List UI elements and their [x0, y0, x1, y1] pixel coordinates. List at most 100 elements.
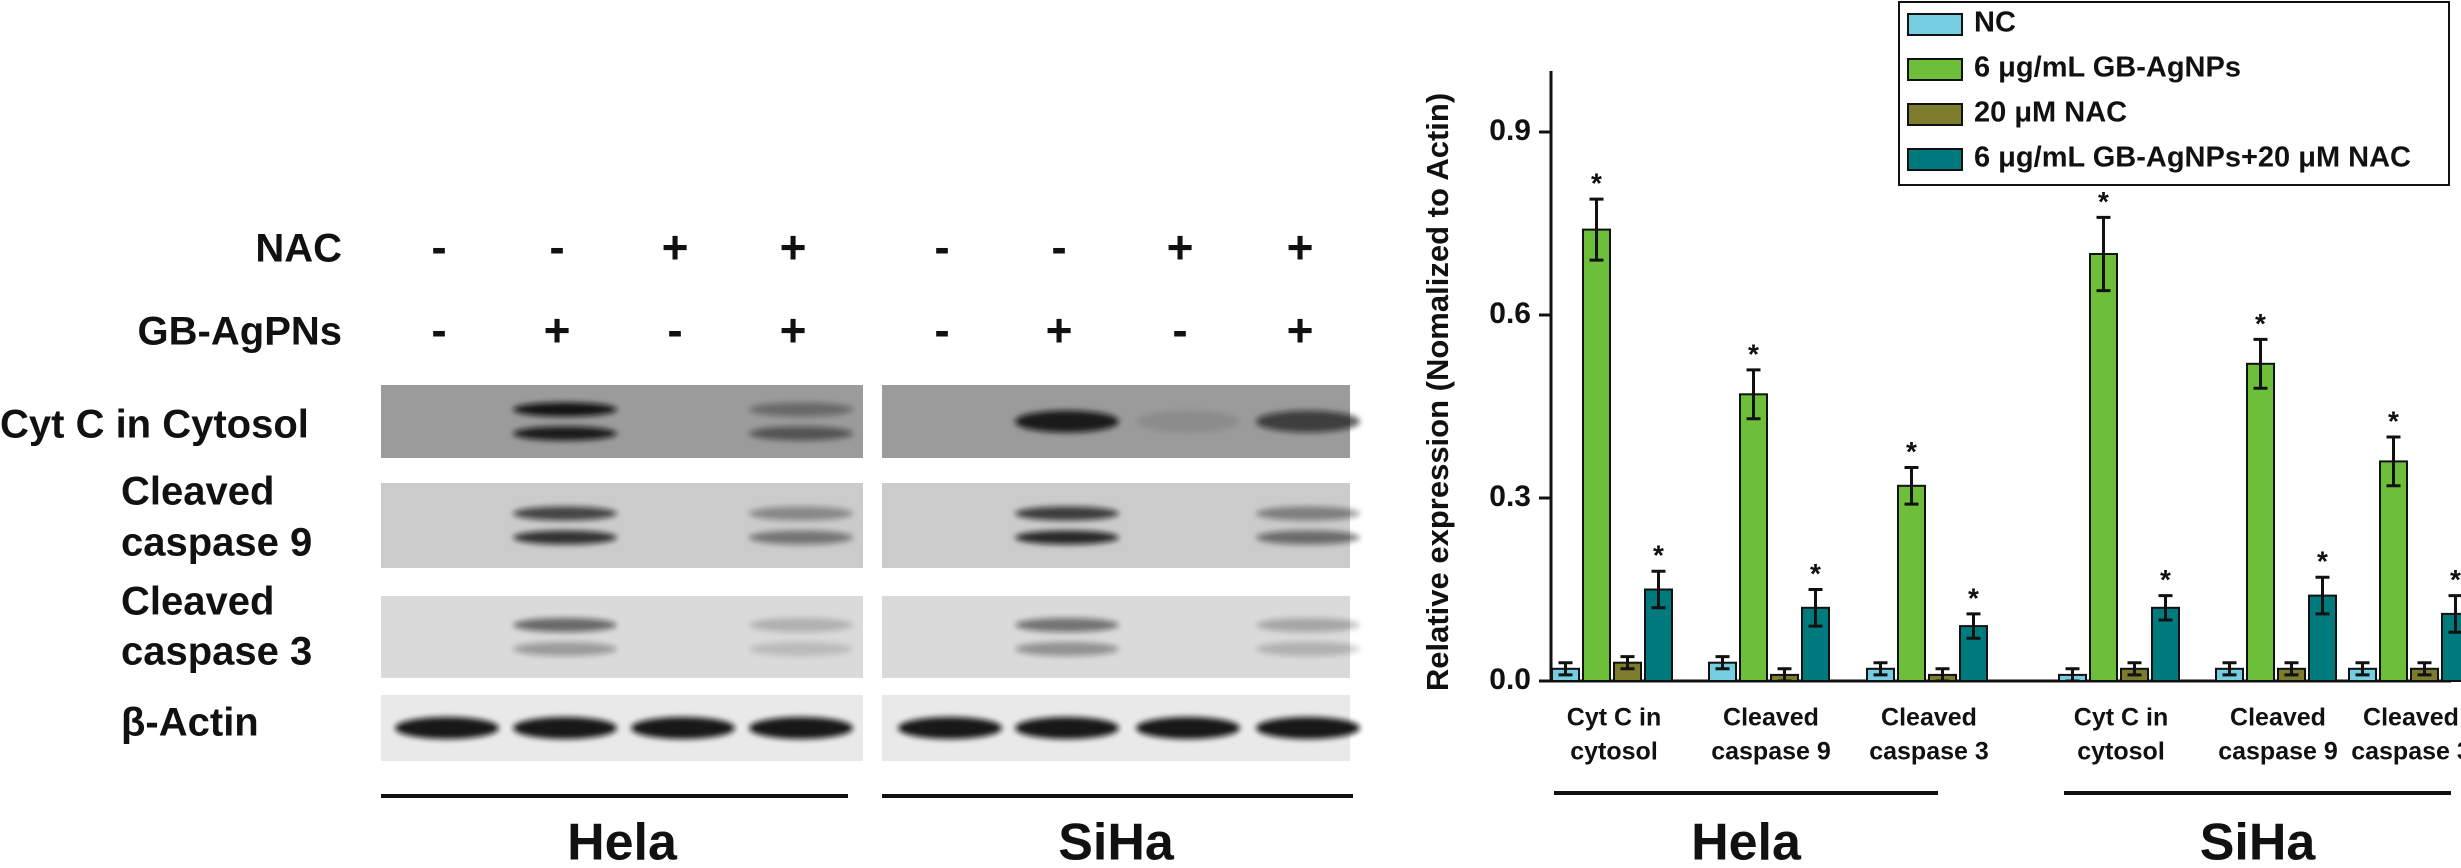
- treatment-label: GB-AgPNs: [138, 310, 342, 354]
- error-bar: [2158, 594, 2173, 622]
- treatment-sign: +: [1287, 304, 1314, 356]
- legend-box: [1898, 1, 2450, 186]
- blot-band: [1015, 530, 1119, 545]
- error-bar: [2315, 575, 2330, 616]
- blot-band: [749, 402, 853, 417]
- error-bar: [1808, 588, 1823, 628]
- x-tick-label: cytosol: [1570, 738, 1658, 766]
- treatment-label: NAC: [255, 227, 342, 271]
- legend-swatch: [1907, 58, 1963, 81]
- blot-band: [1256, 717, 1360, 739]
- error-bar: [1620, 655, 1635, 671]
- error-bar: [1935, 667, 1950, 683]
- blot-band: [1136, 410, 1240, 433]
- x-tick-label: Cleaved: [2230, 704, 2326, 732]
- blot-band: [1256, 530, 1360, 545]
- blot-band: [1015, 506, 1119, 521]
- significance-star: *: [1748, 338, 1759, 369]
- x-tick-label: cytosol: [2077, 738, 2165, 766]
- treatment-sign: -: [431, 221, 446, 273]
- legend-label: 20 μM NAC: [1974, 97, 2127, 129]
- error-bar: [1715, 655, 1730, 671]
- blot-band: [1256, 618, 1360, 632]
- x-tick-label: Cleaved: [1881, 704, 1977, 732]
- cell-line-label: Hela: [567, 814, 678, 868]
- treatment-sign: +: [1046, 304, 1073, 356]
- error-bar: [2096, 215, 2111, 293]
- significance-star: *: [2450, 564, 2461, 595]
- significance-star: *: [1968, 582, 1979, 613]
- error-bar: [2355, 661, 2370, 677]
- blot-strip: [381, 385, 863, 458]
- cell-line-label: SiHa: [1058, 814, 1175, 868]
- group-label: Hela: [1691, 814, 1802, 868]
- bar: [2379, 460, 2408, 682]
- error-bar: [2386, 435, 2401, 488]
- x-tick-label: Cleaved: [1723, 704, 1819, 732]
- treatment-sign: -: [1051, 221, 1066, 273]
- blot-band: [898, 717, 1002, 739]
- x-tick-label: caspase 3: [1869, 738, 1989, 766]
- significance-star: *: [2317, 546, 2328, 577]
- blot-band: [395, 717, 499, 739]
- treatment-sign: +: [780, 221, 807, 273]
- blot-band: [749, 506, 853, 521]
- blot-band: [749, 530, 853, 545]
- blot-row-label: Cyt C in Cytosol: [0, 403, 309, 447]
- error-bar: [2284, 661, 2299, 677]
- legend-swatch: [1907, 103, 1963, 126]
- significance-star: *: [1653, 540, 1664, 571]
- treatment-sign: +: [1287, 221, 1314, 273]
- blot-band: [513, 717, 617, 739]
- error-bar: [1746, 368, 1761, 421]
- treatment-sign: -: [934, 304, 949, 356]
- y-tick-label: 0.6: [1489, 297, 1531, 330]
- x-tick-label: caspase 3: [2351, 738, 2461, 766]
- blot-band: [749, 717, 853, 739]
- error-bar: [1873, 661, 1888, 677]
- x-tick-label: Cleaved: [2363, 704, 2459, 732]
- blot-band: [513, 618, 617, 632]
- significance-star: *: [1591, 167, 1602, 198]
- legend-label: 6 μg/mL GB-AgNPs: [1974, 52, 2241, 84]
- blot-band: [1256, 506, 1360, 521]
- significance-star: *: [2388, 405, 2399, 436]
- bar: [2089, 253, 2118, 682]
- treatment-sign: +: [1167, 221, 1194, 273]
- blot-band: [749, 618, 853, 632]
- blot-band: [631, 717, 735, 739]
- blot-band: [513, 530, 617, 545]
- x-tick-label: Cyt C in: [2074, 704, 2168, 732]
- bar: [2246, 362, 2275, 682]
- legend-label: NC: [1974, 7, 2016, 39]
- blot-band: [1015, 717, 1119, 739]
- blot-row-label: Cleaved: [121, 580, 274, 624]
- treatment-sign: -: [431, 304, 446, 356]
- blot-band: [1015, 618, 1119, 632]
- error-bar: [2127, 661, 2142, 677]
- error-bar: [2222, 661, 2237, 677]
- x-tick-label: caspase 9: [1711, 738, 1831, 766]
- treatment-sign: -: [1172, 304, 1187, 356]
- error-bar: [1651, 569, 1666, 610]
- blot-band: [513, 506, 617, 521]
- blot-strip: [882, 483, 1350, 568]
- treatment-sign: +: [780, 304, 807, 356]
- treatment-sign: +: [662, 221, 689, 273]
- treatment-sign: -: [934, 221, 949, 273]
- bar: [2441, 612, 2461, 683]
- significance-star: *: [2098, 186, 2109, 217]
- blot-band: [1256, 642, 1360, 656]
- blot-strip: [381, 596, 863, 678]
- blot-row-label: β-Actin: [121, 701, 259, 745]
- legend-swatch: [1907, 13, 1963, 36]
- error-bar: [2448, 594, 2461, 634]
- error-bar: [1589, 197, 1604, 262]
- error-bar: [2065, 667, 2080, 683]
- significance-star: *: [1906, 436, 1917, 467]
- significance-star: *: [2255, 308, 2266, 339]
- blot-strip: [381, 483, 863, 568]
- bar: [1739, 393, 1768, 682]
- blot-band: [1256, 410, 1360, 433]
